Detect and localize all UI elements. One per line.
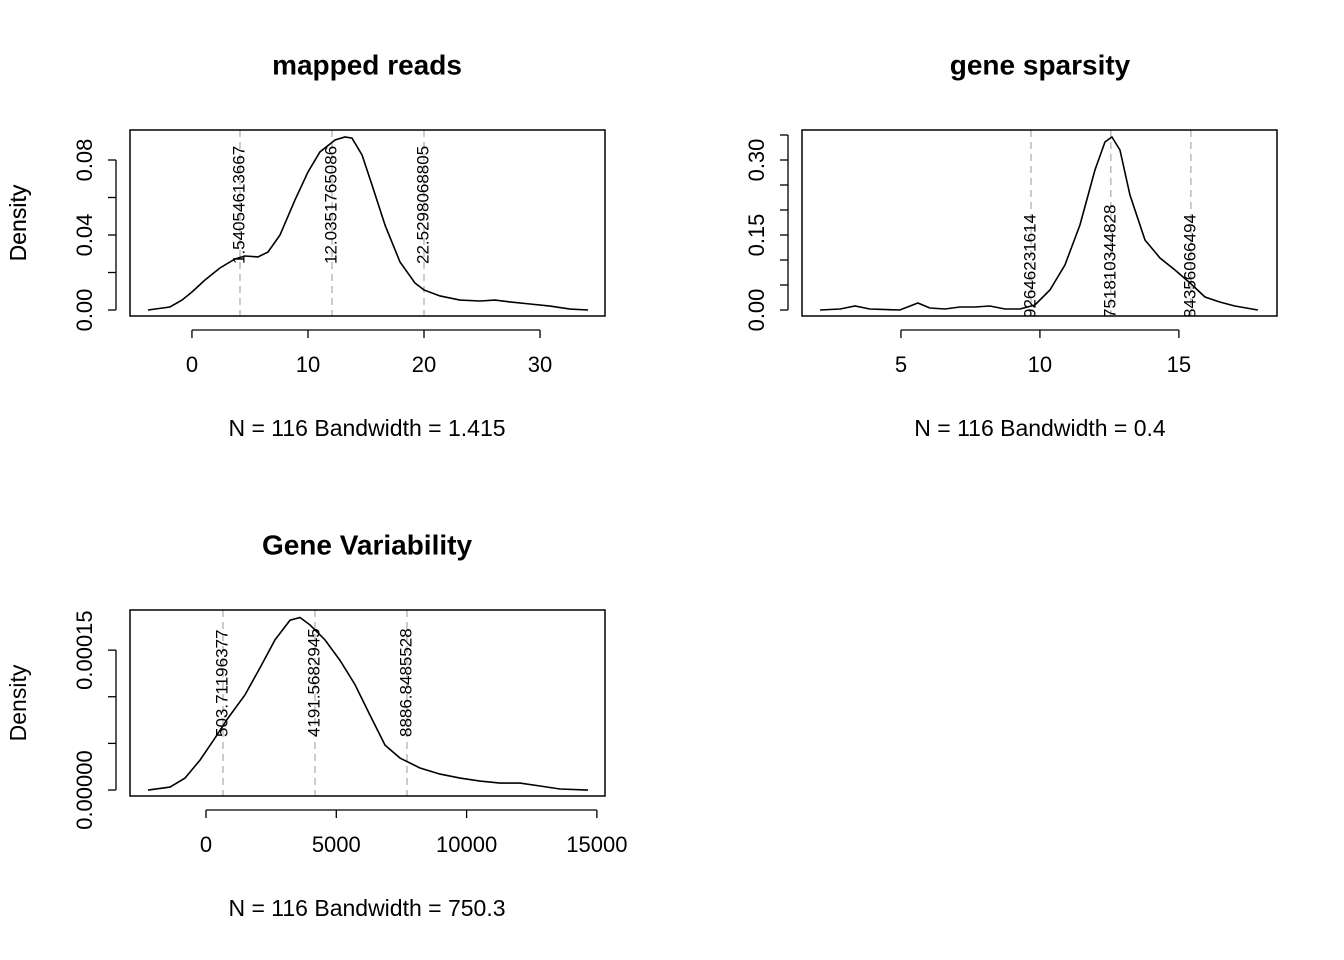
reference-label: 1.54054613667 xyxy=(229,146,248,264)
density-curve xyxy=(820,135,1258,311)
y-tick-label: 0.04 xyxy=(72,214,97,257)
x-tick-label: 30 xyxy=(528,352,552,377)
reference-label: 751810344828 xyxy=(1100,205,1119,318)
y-tick-label: 0.00 xyxy=(744,289,769,332)
chart-title: Gene Variability xyxy=(262,529,473,560)
y-tick-label: 0.08 xyxy=(72,139,97,182)
plot-frame xyxy=(801,129,1278,317)
x-tick-label: 0 xyxy=(186,352,198,377)
density-curve xyxy=(147,616,589,791)
x-tick-label: 20 xyxy=(412,352,436,377)
chart-title: mapped reads xyxy=(272,49,462,80)
reference-label: 84356066494 xyxy=(1180,214,1199,318)
x-tick-label: 10 xyxy=(296,352,320,377)
plot-frame xyxy=(129,609,606,797)
x-tick-label: 5000 xyxy=(312,832,361,857)
y-tick-label: 0.15 xyxy=(744,214,769,257)
x-tick-label: 5 xyxy=(895,352,907,377)
x-tick-label: 10000 xyxy=(436,832,497,857)
plot-frame xyxy=(129,129,606,317)
plot-area: 503.71196377 4191.5682945 8886.8485528 xyxy=(212,610,415,796)
panel: mapped reads N = 116 Bandwidth = 1.415 Den… xyxy=(5,49,606,441)
reference-label: 92646231614 xyxy=(1021,214,1040,318)
x-tick-label: 0 xyxy=(200,832,212,857)
reference-label: 4191.5682945 xyxy=(304,628,323,737)
x-axis-label: N = 116 Bandwidth = 750.3 xyxy=(228,895,505,921)
panel: gene sparsity N = 116 Bandwidth = 0.4 Dens… xyxy=(5,49,1278,441)
y-tick-label: 0.30 xyxy=(744,139,769,182)
y-axis-label: Density xyxy=(5,184,31,261)
reference-label: 8886.8485528 xyxy=(396,628,415,737)
panel: Gene Variability N = 116 Bandwidth = 750.… xyxy=(5,529,627,921)
x-axis-label: N = 116 Bandwidth = 0.4 xyxy=(914,415,1166,441)
reference-label: 22.5298068805 xyxy=(413,146,432,264)
x-axis-label: N = 116 Bandwidth = 1.415 xyxy=(228,415,505,441)
x-tick-label: 10 xyxy=(1028,352,1052,377)
x-tick-label: 15000 xyxy=(566,832,627,857)
y-axis-label: Density xyxy=(5,184,31,261)
chart-title: gene sparsity xyxy=(950,49,1131,80)
y-tick-label: 0.00 xyxy=(72,289,97,332)
plot-area: 92646231614 751810344828 84356066494 xyxy=(1021,130,1199,318)
x-tick-label: 15 xyxy=(1167,352,1191,377)
y-axis-label: Density xyxy=(5,664,31,741)
plot-area: 1.54054613667 12.0351765086 22.5298068805 xyxy=(229,130,432,316)
reference-label: 12.0351765086 xyxy=(321,146,340,264)
density-curve xyxy=(147,136,589,311)
y-tick-label: 0.00015 xyxy=(72,610,97,690)
reference-label: 503.71196377 xyxy=(212,630,231,737)
y-tick-label: 0.00000 xyxy=(72,750,97,830)
